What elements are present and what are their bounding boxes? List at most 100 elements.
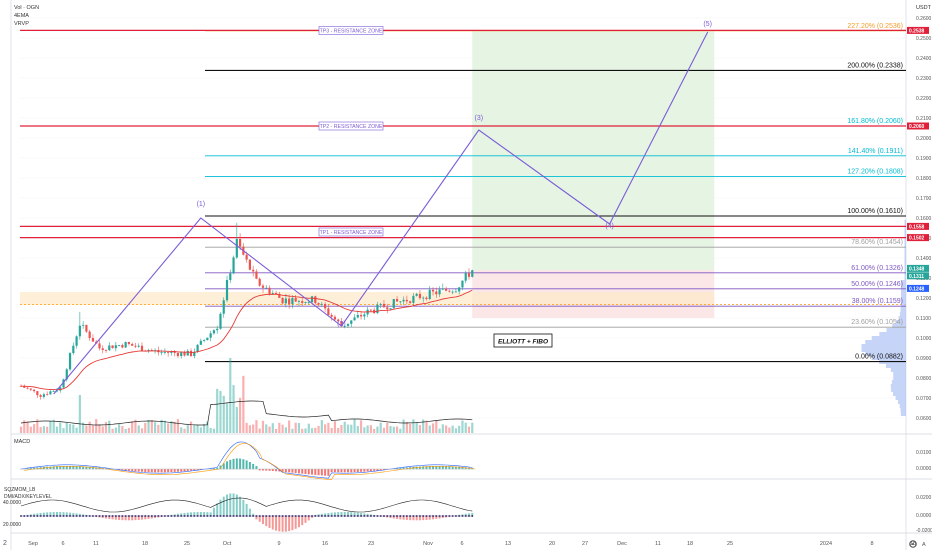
time-tick: 25	[727, 541, 733, 547]
candle	[210, 333, 212, 337]
candle	[393, 299, 395, 308]
candle	[131, 344, 133, 346]
volume-bar	[363, 427, 365, 433]
candle	[229, 273, 231, 280]
volume-bar	[98, 424, 100, 433]
candle	[399, 301, 401, 302]
candle	[102, 348, 104, 350]
sqz-left-tick: 40.0000	[3, 500, 21, 506]
volume-bar	[183, 429, 185, 433]
volume-bar	[121, 426, 123, 433]
price-badge-text: 0.1248	[909, 286, 925, 292]
sqz-hist-bar	[223, 497, 225, 517]
candle	[232, 257, 234, 273]
volume-bar	[406, 422, 408, 433]
macd-hist-bar	[226, 461, 228, 469]
candle	[383, 304, 385, 307]
candle	[167, 352, 169, 353]
legend-volume[interactable]: Vol · OGN	[14, 5, 39, 11]
volume-bar	[223, 396, 225, 433]
svg-text:2: 2	[3, 540, 7, 547]
candle	[353, 317, 355, 320]
time-tick: 8	[870, 541, 873, 547]
time-tick: 18	[687, 541, 693, 547]
macd-hist-bar	[252, 464, 254, 469]
sqz-hist-bar	[259, 516, 261, 522]
price-tick: 0.1600	[916, 216, 932, 222]
macd-hist-bar	[354, 469, 356, 472]
candle	[246, 255, 248, 260]
volume-bar	[79, 395, 81, 433]
volume-bar	[386, 422, 388, 433]
macd-hist-bar	[291, 469, 293, 473]
volume-bar	[131, 421, 133, 433]
volume-bar	[255, 420, 257, 433]
volume-bar	[265, 424, 267, 433]
profile-bar	[872, 336, 906, 340]
candle	[262, 286, 264, 288]
volume-bar	[422, 420, 424, 433]
profile-bar	[886, 328, 906, 332]
volume-bar	[46, 427, 48, 433]
profile-bar	[905, 240, 907, 244]
volume-bar	[30, 427, 32, 433]
sqz-hist-bar	[291, 516, 293, 530]
volume-bar	[226, 404, 228, 433]
macd-hist-bar	[314, 469, 316, 475]
candle	[435, 292, 437, 295]
volume-bar	[196, 425, 198, 433]
legend-vrvp[interactable]: VRVP	[14, 21, 29, 27]
macd-hist-bar	[141, 469, 143, 472]
axis-auto-label[interactable]: A	[922, 542, 926, 548]
sqz-hist-bar	[288, 516, 290, 531]
candle	[259, 279, 261, 286]
volume-bar	[66, 423, 68, 433]
profile-bar	[861, 348, 906, 352]
sqz-hist-bar	[233, 493, 235, 516]
candle	[128, 342, 130, 344]
volume-bar	[20, 427, 22, 433]
macd-hist-bar	[184, 469, 186, 471]
sqz-hist-bar	[282, 516, 284, 532]
fib-label: 38.00% (0.1159)	[852, 298, 903, 305]
volume-bar	[295, 423, 297, 433]
time-tick: 18	[142, 541, 148, 547]
volume-bar	[40, 427, 42, 433]
sqz-hist-bar	[285, 516, 287, 532]
legend-ema[interactable]: 4EMA	[14, 13, 29, 19]
fib-label: 127.20% (0.1808)	[847, 168, 903, 175]
macd-hist-bar	[161, 469, 163, 472]
profile-bar	[901, 408, 906, 412]
elliott-fibo-annotation[interactable]: ELLIOTT + FIBO	[494, 334, 552, 347]
volume-bar	[298, 423, 300, 433]
macd-hist-bar	[308, 469, 310, 474]
volume-bar	[53, 420, 55, 433]
candle	[288, 299, 290, 305]
candle	[311, 296, 313, 302]
macd-hist-bar	[367, 469, 369, 471]
candle	[252, 270, 254, 272]
volume-bar	[317, 426, 319, 433]
candle	[69, 353, 71, 369]
wave-label: (5)	[703, 21, 712, 28]
price-tick: 0.0800	[916, 376, 932, 382]
macd-tick: 0.0100	[916, 450, 932, 456]
candle	[419, 294, 421, 298]
candle	[49, 391, 51, 394]
fib-label: 161.80% (0.2060)	[847, 118, 903, 125]
candle	[203, 340, 205, 341]
candle	[425, 298, 427, 299]
candle	[321, 304, 323, 305]
candle	[72, 346, 74, 353]
candle	[331, 315, 333, 317]
resistance-zone-label: TP2 - RESISTANCE ZONE	[320, 124, 383, 130]
volume-bar	[128, 428, 130, 433]
volume-bar	[458, 426, 460, 433]
candle	[177, 353, 179, 356]
candle	[295, 298, 297, 302]
sqz-left-tick: 20.0000	[3, 522, 21, 528]
macd-hist-bar	[340, 469, 342, 472]
volume-bar	[376, 427, 378, 433]
macd-hist-bar	[324, 469, 326, 476]
